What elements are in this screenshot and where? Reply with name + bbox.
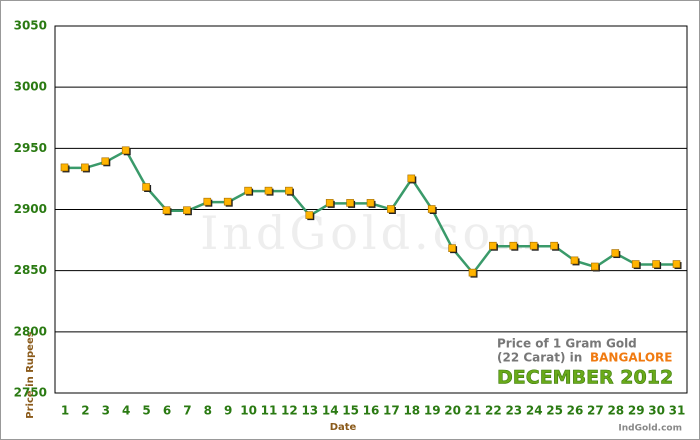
x-tick-label: 15 xyxy=(342,404,359,418)
marker xyxy=(121,146,130,155)
marker xyxy=(325,199,334,207)
x-tick-label: 26 xyxy=(567,404,584,418)
marker xyxy=(264,186,273,195)
x-tick-label: 2 xyxy=(81,404,89,418)
x-tick-label: 23 xyxy=(505,404,522,418)
x-tick-label: 30 xyxy=(648,404,665,418)
marker xyxy=(672,260,681,268)
marker xyxy=(183,206,191,215)
y-tick-label: 2950 xyxy=(14,141,47,155)
y-tick-label: 3050 xyxy=(14,19,47,33)
marker xyxy=(346,199,354,207)
x-tick-label: 28 xyxy=(607,404,624,418)
x-tick-label: 25 xyxy=(546,404,563,418)
marker xyxy=(427,205,436,213)
y-tick-label: 2750 xyxy=(14,386,47,400)
marker xyxy=(162,206,171,215)
x-tick-label: 8 xyxy=(204,404,212,418)
marker xyxy=(81,163,89,172)
marker xyxy=(550,241,558,250)
marker xyxy=(203,197,212,206)
marker xyxy=(305,211,314,219)
x-tick-label: 29 xyxy=(628,404,645,418)
x-tick-label: 16 xyxy=(363,404,380,418)
x-tick-label: 11 xyxy=(261,404,278,418)
x-tick-label: 12 xyxy=(281,404,298,418)
marker xyxy=(387,205,395,213)
y-tick-label: 2900 xyxy=(14,202,47,216)
marker xyxy=(448,244,456,252)
marker xyxy=(489,241,497,250)
x-tick-label: 10 xyxy=(240,404,257,418)
marker xyxy=(529,241,538,250)
y-tick-label: 2800 xyxy=(14,324,47,338)
marker xyxy=(611,249,620,257)
x-tick-label: 14 xyxy=(322,404,339,418)
x-tick-label: 4 xyxy=(122,404,130,418)
x-tick-label: 17 xyxy=(383,404,400,418)
marker xyxy=(142,183,150,191)
x-tick-label: 19 xyxy=(424,404,441,418)
x-tick-label: 21 xyxy=(465,404,482,418)
marker xyxy=(223,197,232,206)
x-tick-label: 7 xyxy=(183,404,191,418)
marker xyxy=(101,157,110,166)
watermark: IndGold.com xyxy=(200,206,542,260)
x-tick-label: 31 xyxy=(669,404,686,418)
marker xyxy=(570,256,579,265)
annotation-line2: (22 Carat) in xyxy=(497,351,582,365)
x-tick-label: 3 xyxy=(102,404,110,418)
annotation-city: BANGALORE xyxy=(590,351,672,365)
x-tick-label: 9 xyxy=(224,404,232,418)
annotation-source: IndGold.com xyxy=(618,424,682,434)
marker xyxy=(652,260,660,268)
y-tick-label: 3000 xyxy=(14,80,47,94)
x-tick-label: 5 xyxy=(142,404,150,418)
plot-frame xyxy=(54,25,688,394)
annotation-month: DECEMBER 2012 xyxy=(497,367,673,389)
x-axis-title: Date xyxy=(330,422,357,433)
marker xyxy=(509,241,518,250)
marker xyxy=(60,163,69,172)
marker xyxy=(244,186,252,195)
x-tick-label: 6 xyxy=(163,404,171,418)
plot xyxy=(60,146,682,278)
x-tick-label: 20 xyxy=(444,404,461,418)
x-tick-label: 24 xyxy=(526,404,543,418)
marker xyxy=(591,262,599,271)
x-tick-label: 27 xyxy=(587,404,604,418)
annotation-line1: Price of 1 Gram Gold xyxy=(497,337,637,351)
x-tick-label: 18 xyxy=(403,404,420,418)
marker xyxy=(631,260,640,268)
marker xyxy=(366,199,375,207)
y-axis-title: Price in Rupees xyxy=(25,331,36,418)
x-tick-label: 22 xyxy=(485,404,502,418)
x-tick-label: 1 xyxy=(61,404,69,418)
x-tick-label: 13 xyxy=(301,404,318,418)
marker xyxy=(285,186,293,195)
marker xyxy=(468,268,477,277)
y-tick-label: 2850 xyxy=(14,263,47,277)
annotation-box xyxy=(492,333,682,391)
marker xyxy=(407,174,416,183)
